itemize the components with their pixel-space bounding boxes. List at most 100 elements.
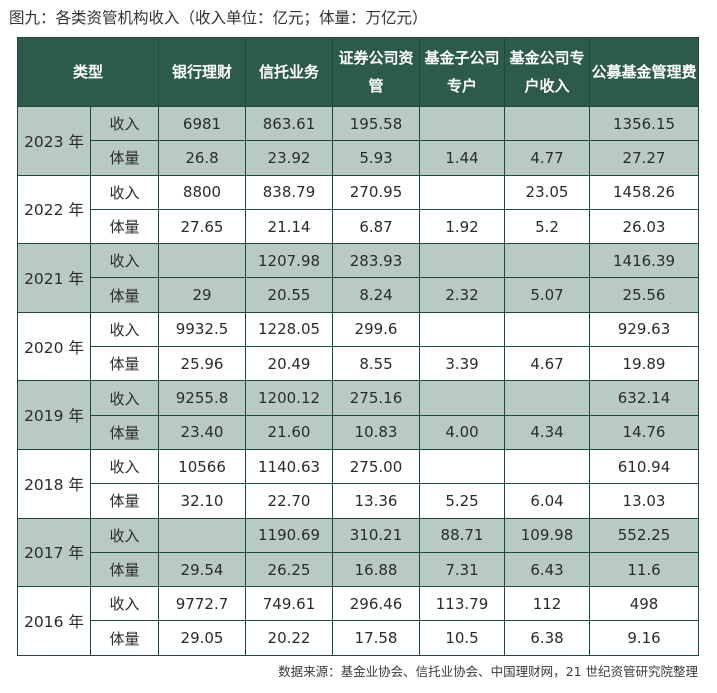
bank-wealth-volume-cell: 26.8 — [158, 140, 247, 176]
public-fund-fee-volume-cell: 9.16 — [589, 620, 700, 656]
revenue-label-cell: 收入 — [89, 174, 160, 210]
trust-volume-cell: 20.22 — [245, 620, 334, 656]
source-note: 数据来源：基金业协会、信托业协会、中国理财网，21 世纪资管研究院整理 — [278, 664, 698, 679]
header-bank-wealth: 银行理财 — [158, 37, 247, 107]
bank-wealth-revenue-cell — [158, 517, 247, 553]
fund-account-volume-cell: 6.38 — [504, 620, 591, 656]
revenue-label-cell: 收入 — [89, 586, 160, 622]
fund-subsidiary-revenue-cell — [419, 105, 506, 142]
fund-subsidiary-revenue-cell — [419, 448, 506, 485]
year-cell: 2016 年 — [17, 586, 91, 656]
securities-am-revenue-cell: 275.16 — [332, 380, 421, 416]
table-row: 体量 26.8 23.92 5.93 1.44 4.77 27.27 — [18, 140, 700, 176]
fund-account-volume-cell: 6.43 — [504, 551, 591, 588]
fund-subsidiary-volume-cell: 3.39 — [419, 346, 506, 382]
securities-am-volume-cell: 8.24 — [332, 277, 421, 313]
public-fund-fee-volume-cell: 13.03 — [589, 483, 700, 519]
fund-subsidiary-revenue-cell — [419, 380, 506, 416]
revenue-label-cell: 收入 — [89, 380, 160, 416]
bank-wealth-revenue-cell: 10566 — [158, 448, 247, 485]
revenue-label-cell: 收入 — [89, 517, 160, 553]
bank-wealth-volume-cell: 32.10 — [158, 483, 247, 519]
volume-label-cell: 体量 — [89, 140, 160, 176]
fund-account-revenue-cell — [504, 448, 591, 485]
table-row: 体量 23.40 21.60 10.83 4.00 4.34 14.76 — [18, 414, 700, 450]
year-cell: 2017 年 — [17, 517, 91, 588]
public-fund-fee-volume-cell: 11.6 — [589, 551, 700, 588]
table-row: 2019 年收入 9255.8 1200.12 275.16 632.14 — [17, 380, 700, 450]
trust-revenue-cell: 863.61 — [245, 105, 334, 142]
fund-subsidiary-revenue-cell: 88.71 — [419, 517, 506, 553]
trust-revenue-cell: 1200.12 — [245, 380, 334, 416]
fund-account-revenue-cell: 112 — [504, 586, 591, 622]
year-cell: 2019 年 — [17, 380, 91, 450]
fund-subsidiary-volume-cell: 4.00 — [419, 414, 506, 450]
volume-label-cell: 体量 — [89, 414, 160, 450]
fund-subsidiary-volume-cell: 5.25 — [419, 483, 506, 519]
year-cell: 2018 年 — [17, 448, 91, 519]
header-public-fund-fee: 公募基金管理费 — [589, 37, 700, 107]
volume-label-cell: 体量 — [89, 208, 160, 245]
revenue-label-cell: 收入 — [89, 243, 160, 279]
revenue-label-cell: 收入 — [89, 448, 160, 485]
table-row: 体量 32.10 22.70 13.36 5.25 6.04 13.03 — [18, 483, 700, 519]
public-fund-fee-volume-cell: 27.27 — [589, 140, 700, 176]
bank-wealth-volume-cell: 23.40 — [158, 414, 247, 450]
fund-subsidiary-volume-cell: 7.31 — [419, 551, 506, 588]
securities-am-volume-cell: 16.88 — [332, 551, 421, 588]
figure-title: 图九：各类资管机构收入（收入单位：亿元；体量：万亿元） — [9, 9, 428, 27]
volume-label-cell: 体量 — [89, 277, 160, 313]
year-cell: 2020 年 — [17, 311, 91, 382]
trust-revenue-cell: 1228.05 — [245, 311, 334, 348]
public-fund-fee-revenue-cell: 1356.15 — [589, 105, 700, 142]
volume-label-cell: 体量 — [89, 620, 160, 656]
table-row: 体量 29.05 20.22 17.58 10.5 6.38 9.16 — [18, 620, 700, 656]
public-fund-fee-revenue-cell: 1416.39 — [589, 243, 700, 279]
fund-account-volume-cell: 4.67 — [504, 346, 591, 382]
header-type: 类型 — [16, 37, 160, 107]
public-fund-fee-revenue-cell: 929.63 — [589, 311, 700, 348]
securities-am-volume-cell: 13.36 — [332, 483, 421, 519]
bank-wealth-volume-cell: 29 — [158, 277, 247, 313]
table-row: 体量 27.65 21.14 6.87 1.92 5.2 26.03 — [18, 208, 700, 245]
header-trust: 信托业务 — [245, 37, 334, 107]
fund-account-revenue-cell — [504, 380, 591, 416]
public-fund-fee-revenue-cell: 632.14 — [589, 380, 700, 416]
securities-am-volume-cell: 8.55 — [332, 346, 421, 382]
table-row: 2022 年收入 8800 838.79 270.95 23.05 1458.26 — [17, 174, 700, 245]
year-cell: 2022 年 — [17, 174, 91, 245]
bank-wealth-volume-cell: 29.54 — [158, 551, 247, 588]
public-fund-fee-revenue-cell: 552.25 — [589, 517, 700, 553]
fund-account-revenue-cell — [504, 311, 591, 348]
bank-wealth-revenue-cell: 9932.5 — [158, 311, 247, 348]
revenue-label-cell: 收入 — [89, 105, 160, 142]
securities-am-revenue-cell: 283.93 — [332, 243, 421, 279]
fund-subsidiary-revenue-cell — [419, 311, 506, 348]
securities-am-revenue-cell: 310.21 — [332, 517, 421, 553]
securities-am-volume-cell: 10.83 — [332, 414, 421, 450]
trust-volume-cell: 21.14 — [245, 208, 334, 245]
public-fund-fee-revenue-cell: 610.94 — [589, 448, 700, 485]
trust-revenue-cell: 838.79 — [245, 174, 334, 210]
securities-am-volume-cell: 6.87 — [332, 208, 421, 245]
table-row: 体量 25.96 20.49 8.55 3.39 4.67 19.89 — [18, 346, 700, 382]
fund-account-revenue-cell: 109.98 — [504, 517, 591, 553]
trust-revenue-cell: 749.61 — [245, 586, 334, 622]
public-fund-fee-volume-cell: 19.89 — [589, 346, 700, 382]
fund-subsidiary-revenue-cell: 113.79 — [419, 586, 506, 622]
trust-volume-cell: 21.60 — [245, 414, 334, 450]
fund-subsidiary-revenue-cell — [419, 243, 506, 279]
fund-subsidiary-volume-cell: 1.44 — [419, 140, 506, 176]
fund-account-revenue-cell: 23.05 — [504, 174, 591, 210]
year-cell: 2021 年 — [17, 243, 91, 313]
volume-label-cell: 体量 — [89, 346, 160, 382]
bank-wealth-revenue-cell: 6981 — [158, 105, 247, 142]
fund-account-volume-cell: 4.77 — [504, 140, 591, 176]
trust-revenue-cell: 1190.69 — [245, 517, 334, 553]
table-row: 2023 年收入 6981 863.61 195.58 1356.15 — [17, 105, 700, 176]
securities-am-revenue-cell: 270.95 — [332, 174, 421, 210]
table-row: 2016 年收入 9772.7 749.61 296.46 113.79 112 498 — [17, 586, 700, 656]
revenue-label-cell: 收入 — [89, 311, 160, 348]
table-row: 2021 年收入 1207.98 283.93 1416.39 — [17, 243, 700, 313]
table-row: 2020 年收入 9932.5 1228.05 299.6 929.63 — [17, 311, 700, 382]
